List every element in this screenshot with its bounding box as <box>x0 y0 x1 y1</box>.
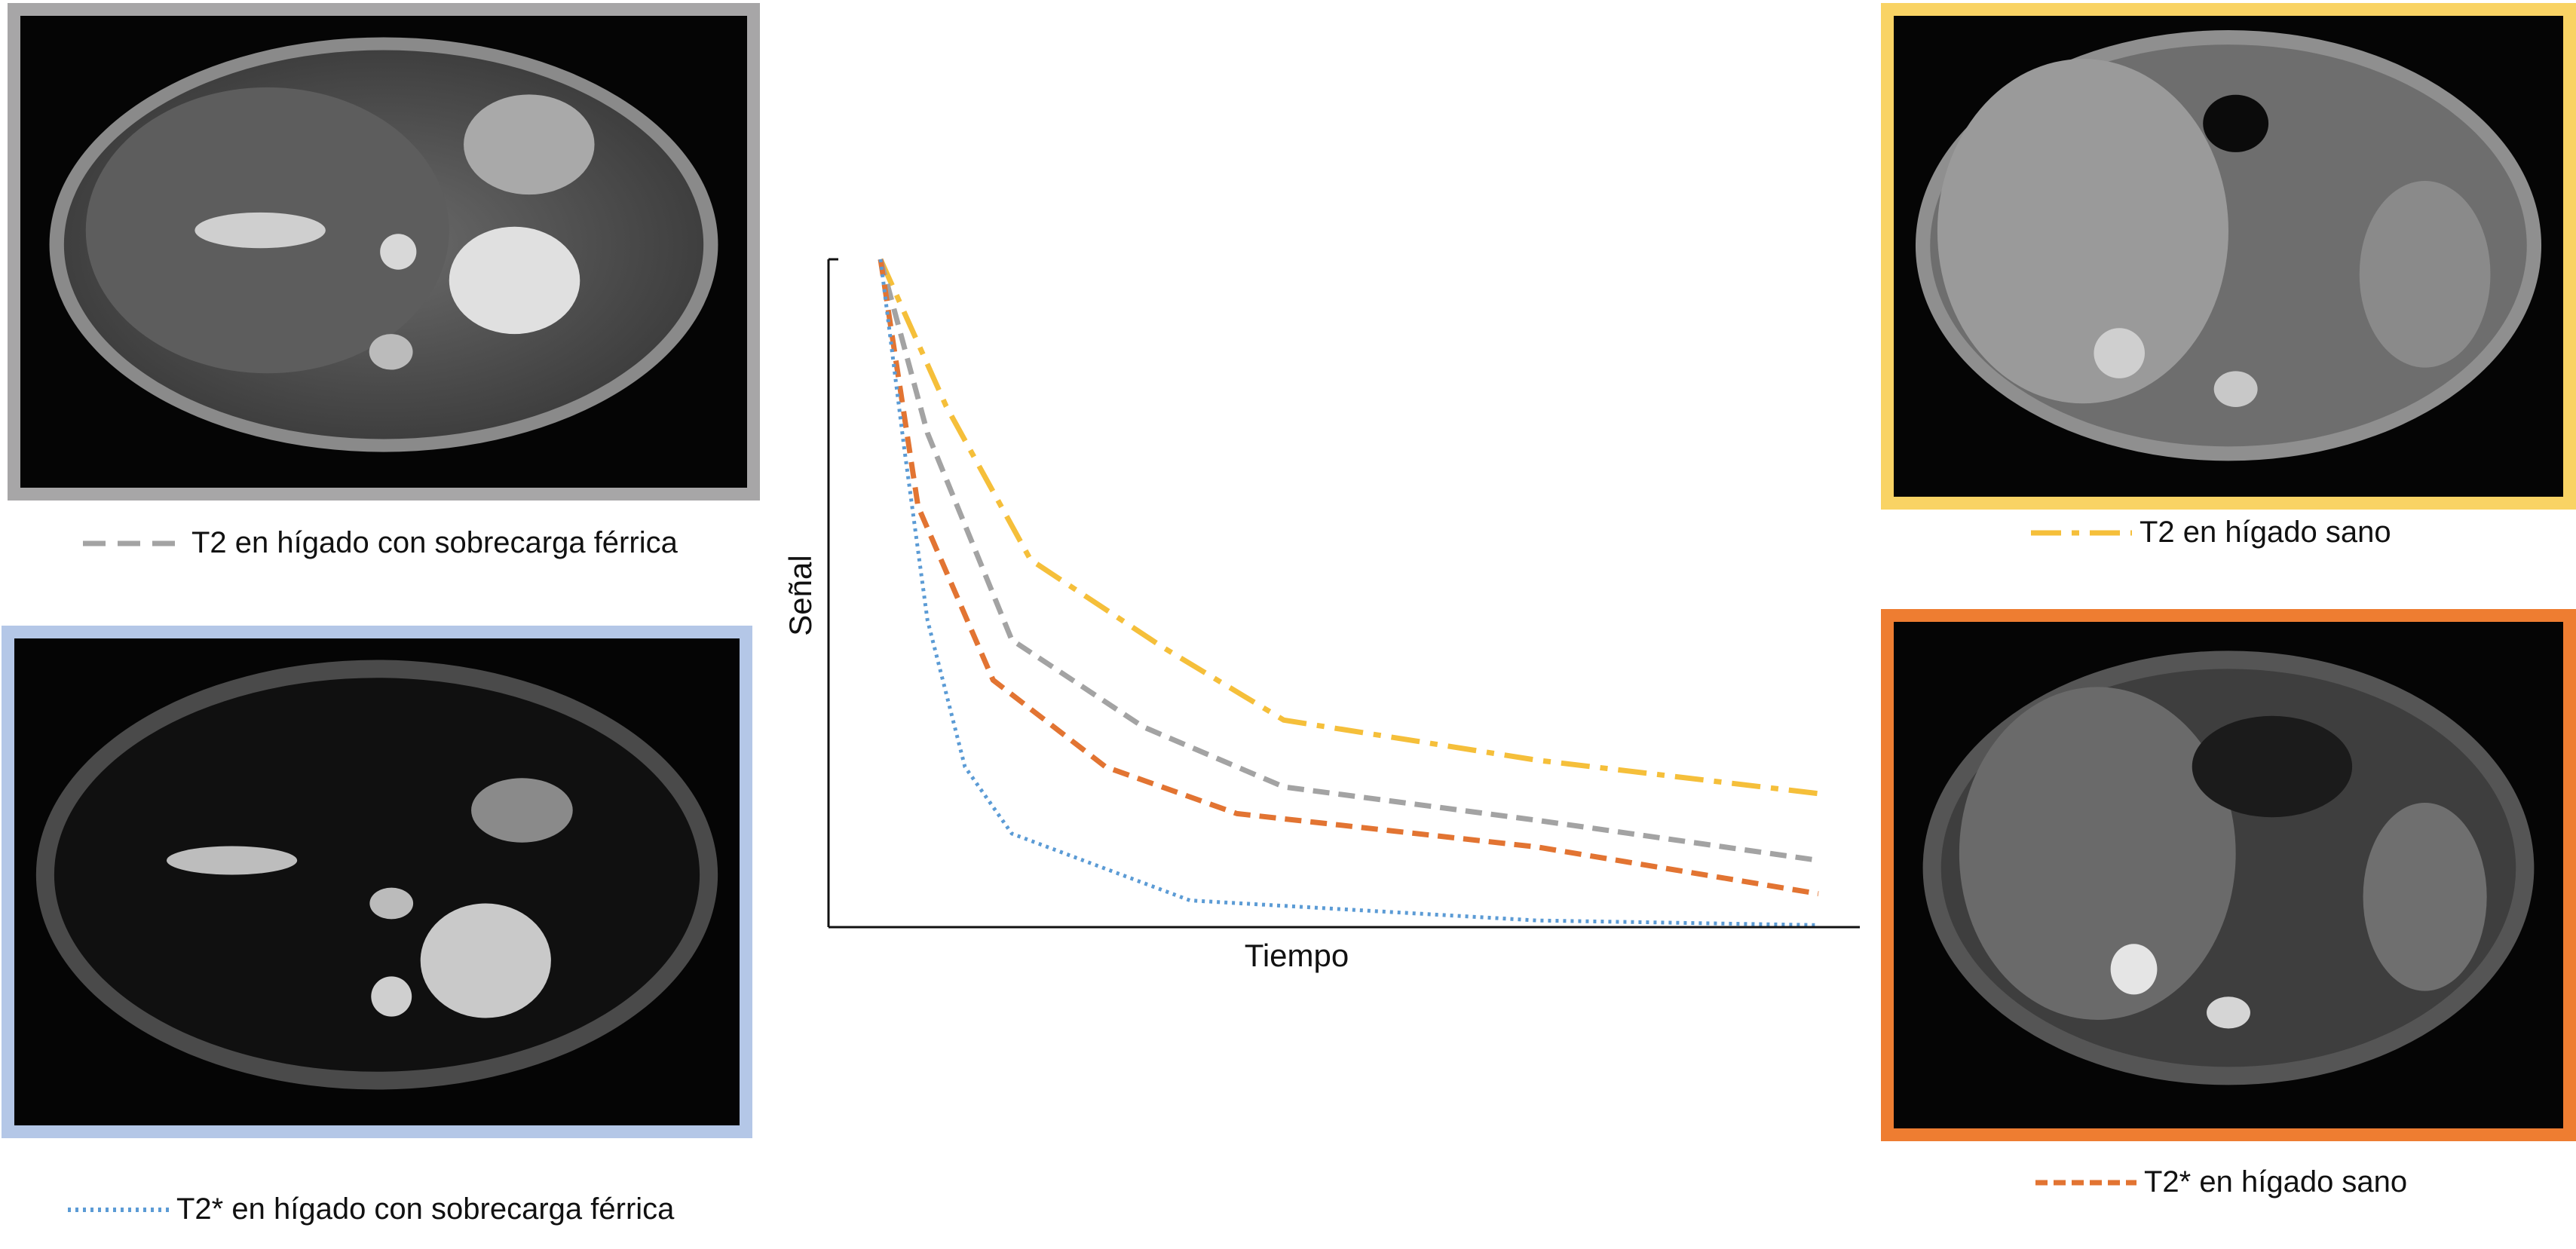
legend-t2-iron: T2 en hígado con sobrecarga férrica <box>81 526 678 560</box>
mri-image-t2-iron <box>8 3 760 501</box>
legend-swatch-dotted-blue-icon <box>68 1207 169 1212</box>
mri-image-t2star-healthy <box>1881 609 2576 1141</box>
series-line-2 <box>878 259 1819 863</box>
y-axis-title: Señal <box>783 555 818 635</box>
legend-swatch-dashed-gray-icon <box>83 540 184 546</box>
mri-image-t2-healthy <box>1881 3 2576 510</box>
legend-label-t2-iron: T2 en hígado con sobrecarga férrica <box>191 526 678 559</box>
series-line-1 <box>878 258 1819 797</box>
legend-t2-healthy: T2 en hígado sano <box>2029 516 2391 549</box>
x-axis-title: Tiempo <box>1245 938 1349 973</box>
signal-decay-chart: Tiempo Señal <box>783 258 1860 973</box>
legend-swatch-dashdot-yellow-icon <box>2031 530 2132 535</box>
legend-swatch-dashed-orange-icon <box>2035 1180 2136 1185</box>
mri-image-t2star-iron <box>2 626 752 1138</box>
legend-t2star-healthy: T2* en hígado sano <box>2034 1165 2407 1199</box>
legend-label-t2-healthy: T2 en hígado sano <box>2140 516 2391 549</box>
legend-t2star-iron: T2* en hígado con sobrecarga férrica <box>66 1192 674 1226</box>
legend-label-t2star-iron: T2* en hígado con sobrecarga férrica <box>176 1192 675 1226</box>
plot-lines <box>878 258 1819 927</box>
legend-label-t2star-healthy: T2* en hígado sano <box>2144 1165 2408 1198</box>
series-line-3 <box>878 259 1819 897</box>
